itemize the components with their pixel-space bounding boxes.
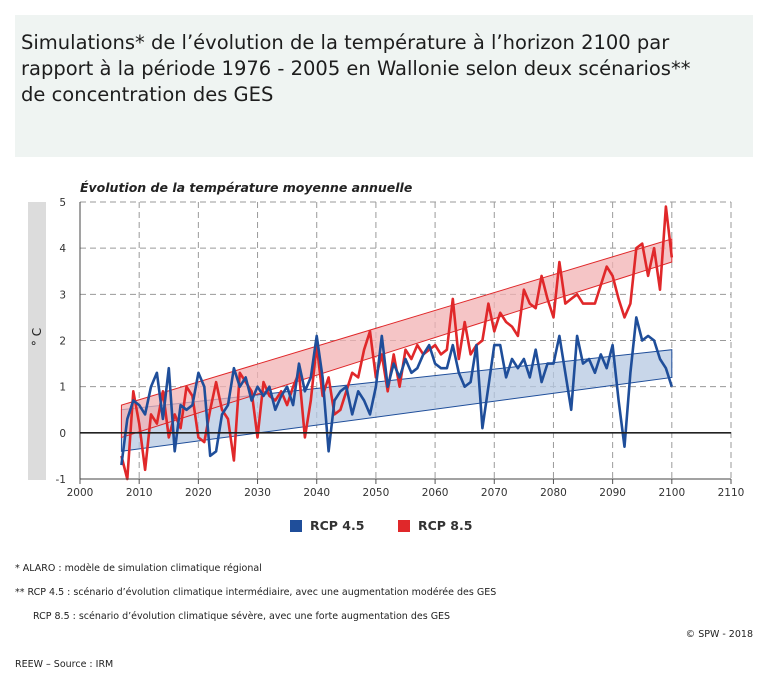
x-tick-label: 2030: [244, 487, 271, 499]
note-rcp45: ** RCP 4.5 : scénario d’évolution climat…: [15, 587, 497, 598]
x-tick-label: 2000: [67, 487, 94, 499]
x-tick-label: 2020: [185, 487, 212, 499]
temperature-chart: Évolution de la température moyenne annu…: [56, 180, 745, 499]
legend-swatch-rcp85: [398, 519, 410, 532]
source: REEW – Source : IRM: [15, 659, 114, 670]
y-tick-label: 5: [59, 197, 66, 209]
trend-bands: [120, 238, 673, 452]
x-tick-label: 2070: [481, 487, 508, 499]
x-tick-label: 2100: [658, 487, 685, 499]
axes: 2000 2010 2020 2030 2040 2050 2060 2070 2080 2090…: [56, 197, 745, 499]
y-axis-title-bar: [28, 202, 46, 480]
y-tick-label: 2: [59, 336, 66, 348]
legend-label-rcp45: RCP 4.5: [310, 518, 365, 533]
x-tick-label: 2060: [422, 487, 449, 499]
legend-item-rcp45: RCP 4.5: [290, 518, 364, 533]
x-tick-label: 2080: [540, 487, 567, 499]
series-line-rcp45: [120, 316, 674, 466]
legend-label-rcp85: RCP 8.5: [418, 518, 473, 533]
legend-swatch-rcp45: [290, 519, 302, 532]
title-box: [15, 15, 753, 157]
x-tick-label: 2090: [599, 487, 626, 499]
legend-item-rcp85: RCP 8.5: [398, 518, 472, 533]
note-rcp85: RCP 8.5 : scénario d’évolution climatiqu…: [33, 611, 451, 622]
x-tick-label: 2050: [363, 487, 390, 499]
y-tick-label: 3: [59, 289, 66, 301]
y-tick-label: 0: [59, 428, 66, 440]
x-tick-label: 2010: [126, 487, 153, 499]
chart-title: Évolution de la température moyenne annu…: [80, 180, 412, 195]
page-title: Simulations* de l’évolution de la tempér…: [21, 31, 691, 106]
x-tick-label: 2110: [718, 487, 745, 499]
series-lines: [120, 205, 674, 481]
note-alaro: * ALARO : modèle de simulation climatiqu…: [15, 563, 262, 574]
y-tick-label: 4: [59, 243, 66, 255]
x-tick-label: 2040: [303, 487, 330, 499]
y-tick-label: -1: [56, 474, 66, 486]
y-tick-label: 1: [59, 382, 66, 394]
copyright: © SPW - 2018: [685, 629, 753, 640]
